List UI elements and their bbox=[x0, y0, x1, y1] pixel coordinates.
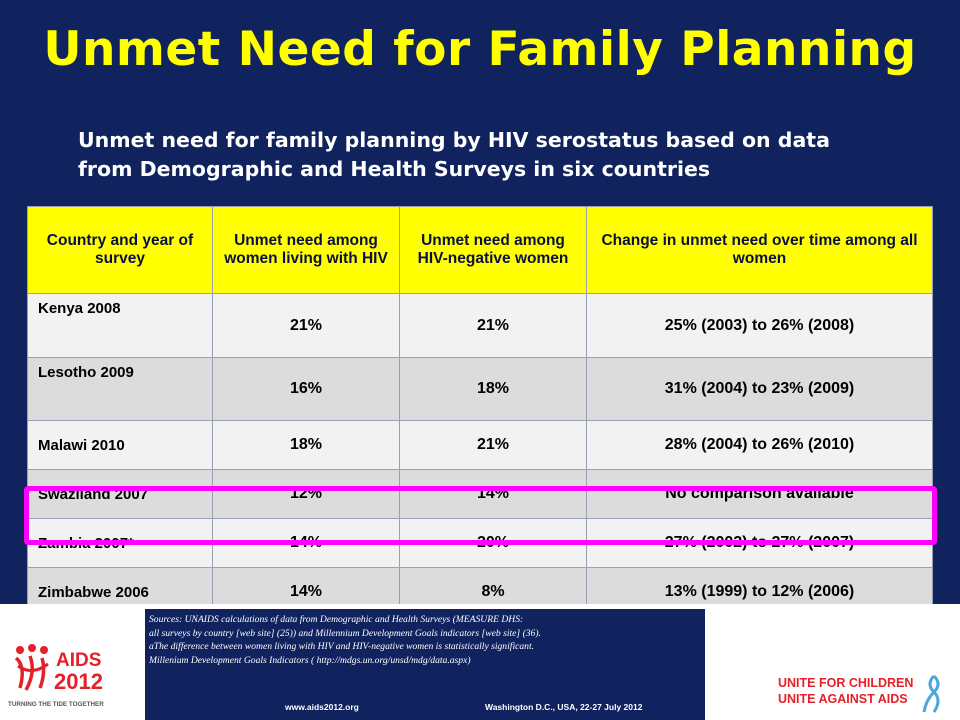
aids-logo-word: AIDS bbox=[56, 650, 101, 671]
aids2012-logo: AIDS 2012 TURNING THE TIDE TOGETHER bbox=[8, 644, 104, 708]
cell-change: 28% (2004) to 26% (2010) bbox=[586, 420, 933, 470]
sources-note: Sources: UNAIDS calculations of data fro… bbox=[145, 609, 705, 694]
header-unmet-hiv: Unmet need among women living with HIV bbox=[212, 206, 400, 294]
cell-country: Kenya 2008 bbox=[27, 293, 213, 358]
conference-location: Washington D.C., USA, 22-27 July 2012 bbox=[485, 702, 643, 712]
cell-country: Zambia 2007* bbox=[27, 518, 213, 568]
unite-logo-line-2: UNITE AGAINST AIDS bbox=[778, 692, 908, 706]
caption-line-1: Unmet need for family planning by HIV se… bbox=[78, 128, 830, 152]
cell-unmet-hiv: 16% bbox=[212, 357, 400, 421]
aids-ribbon-figures-icon bbox=[14, 644, 49, 691]
caption-line-2: from Demographic and Health Surveys in s… bbox=[78, 157, 711, 181]
cell-unmet-hiv-negative: 21% bbox=[399, 420, 587, 470]
cell-country: Malawi 2010 bbox=[27, 420, 213, 470]
cell-unmet-hiv: 14% bbox=[212, 518, 400, 568]
cell-unmet-hiv-negative: 20% bbox=[399, 518, 587, 568]
cell-change: 31% (2004) to 23% (2009) bbox=[586, 357, 933, 421]
ribbon-icon bbox=[922, 674, 940, 713]
table-caption: Unmet need for family planning by HIV se… bbox=[78, 126, 878, 184]
table-row: Lesotho 2009 16% 18% 31% (2004) to 23% (… bbox=[27, 357, 933, 421]
cell-unmet-hiv: 21% bbox=[212, 293, 400, 358]
sources-line: all surveys by country [web site] (25)) … bbox=[149, 627, 541, 639]
unite-for-children-logo: UNITE FOR CHILDREN UNITE AGAINST AIDS bbox=[778, 674, 940, 713]
table-header-row: Country and year of survey Unmet need am… bbox=[27, 206, 933, 294]
cell-unmet-hiv-negative: 18% bbox=[399, 357, 587, 421]
unite-logo-line-1: UNITE FOR CHILDREN bbox=[778, 676, 913, 690]
unmet-need-table: Country and year of survey Unmet need am… bbox=[27, 206, 933, 617]
table-row: Malawi 2010 18% 21% 28% (2004) to 26% (2… bbox=[27, 420, 933, 470]
aids-logo-tagline: TURNING THE TIDE TOGETHER bbox=[8, 701, 104, 708]
sources-line: aThe difference between women living wit… bbox=[149, 641, 535, 653]
sources-line: Sources: UNAIDS calculations of data fro… bbox=[149, 614, 524, 625]
slide-title: Unmet Need for Family Planning bbox=[43, 22, 917, 77]
cell-country: Swaziland 2007 bbox=[27, 469, 213, 519]
cell-unmet-hiv: 18% bbox=[212, 420, 400, 470]
footer-bar: www.aids2012.org Washington D.C., USA, 2… bbox=[145, 694, 705, 720]
cell-change: No comparison available bbox=[586, 469, 933, 519]
cell-country: Lesotho 2009 bbox=[27, 357, 213, 421]
cell-unmet-hiv-negative: 14% bbox=[399, 469, 587, 519]
table-row: Swaziland 2007 12% 14% No comparison ava… bbox=[27, 469, 933, 519]
cell-change: 27% (2002) to 27% (2007) bbox=[586, 518, 933, 568]
header-country: Country and year of survey bbox=[27, 206, 213, 294]
cell-unmet-hiv-negative: 21% bbox=[399, 293, 587, 358]
table-row: Kenya 2008 21% 21% 25% (2003) to 26% (20… bbox=[27, 293, 933, 358]
conference-url-link[interactable]: www.aids2012.org bbox=[285, 702, 359, 712]
aids-logo-year: 2012 bbox=[54, 669, 103, 694]
sources-line: Millenium Development Goals Indicators (… bbox=[149, 654, 471, 666]
table-row-highlighted: Zambia 2007* 14% 20% 27% (2002) to 27% (… bbox=[27, 518, 933, 568]
header-change-over-time: Change in unmet need over time among all… bbox=[586, 206, 933, 294]
cell-unmet-hiv: 12% bbox=[212, 469, 400, 519]
header-unmet-hiv-negative: Unmet need among HIV-negative women bbox=[399, 206, 587, 294]
cell-change: 25% (2003) to 26% (2008) bbox=[586, 293, 933, 358]
